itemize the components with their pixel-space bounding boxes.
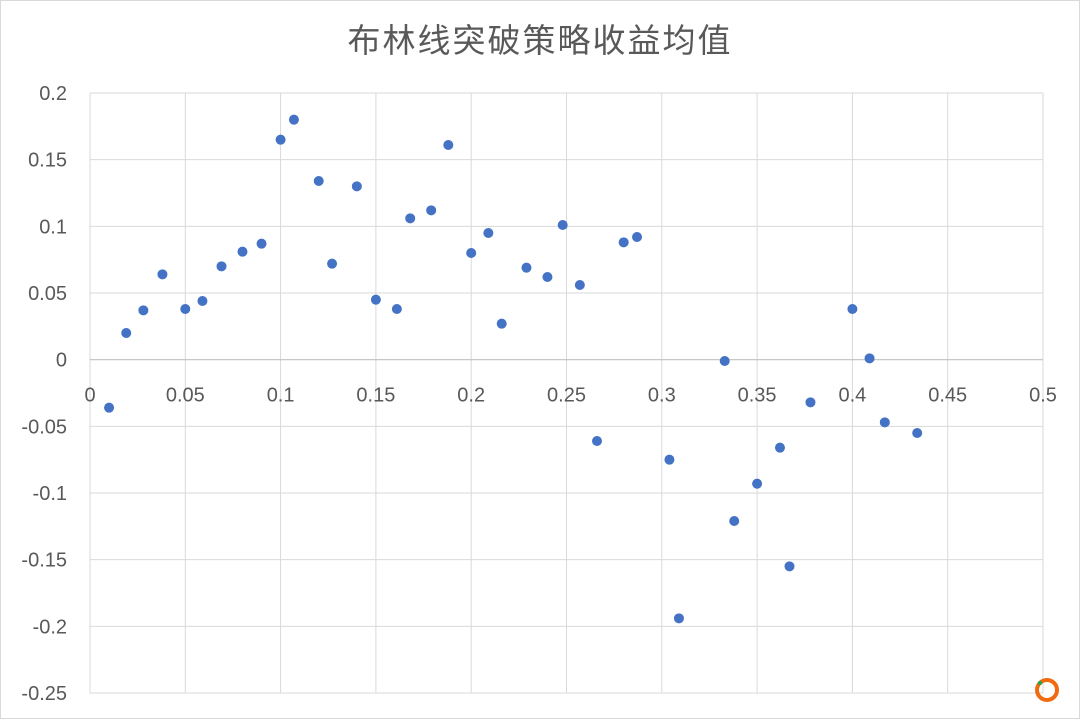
data-point bbox=[864, 353, 875, 364]
data-point bbox=[121, 328, 132, 338]
y-tick-label: 0.05 bbox=[28, 283, 67, 305]
x-tick-labels: 0 0.05 0.1 0.15 0.2 0.25 0.3 0.35 0.4 0.45 0.5 bbox=[84, 385, 1056, 407]
data-point bbox=[912, 428, 923, 438]
data-point bbox=[574, 280, 585, 290]
x-tick-label: 0.3 bbox=[648, 385, 676, 407]
data-point bbox=[483, 228, 494, 238]
x-tick-label: 0.15 bbox=[356, 385, 395, 407]
data-point bbox=[879, 417, 890, 428]
data-point bbox=[591, 436, 602, 446]
data-point bbox=[496, 318, 507, 329]
data-point bbox=[104, 402, 115, 413]
y-tick-label: 0 bbox=[56, 350, 67, 372]
data-point bbox=[216, 261, 227, 272]
data-point bbox=[313, 176, 324, 186]
y-tick-label: -0.2 bbox=[33, 616, 67, 638]
data-point bbox=[632, 232, 643, 242]
x-tick-label: 0.35 bbox=[738, 385, 777, 407]
data-point bbox=[557, 220, 568, 230]
x-tick-label: 0.5 bbox=[1029, 385, 1057, 407]
data-point bbox=[237, 246, 248, 257]
data-point bbox=[521, 262, 532, 273]
x-tick-label: 0.25 bbox=[547, 385, 586, 407]
data-point bbox=[426, 205, 437, 216]
data-point bbox=[327, 258, 338, 269]
data-point bbox=[664, 454, 675, 465]
y-tick-label: -0.1 bbox=[33, 483, 67, 505]
data-point bbox=[351, 181, 362, 192]
data-point bbox=[466, 248, 477, 258]
data-point bbox=[138, 305, 149, 316]
x-tick-label: 0.4 bbox=[838, 385, 866, 407]
y-tick-label: 0.15 bbox=[28, 150, 67, 172]
data-point bbox=[275, 134, 286, 145]
data-point bbox=[618, 237, 629, 248]
gridlines bbox=[89, 92, 1044, 694]
y-tick-labels: 0.2 0.15 0.1 0.05 0 -0.05 -0.1 -0.15 -0.2 -0.25 bbox=[21, 83, 67, 705]
data-point bbox=[405, 213, 416, 224]
data-point bbox=[180, 304, 191, 314]
data-points bbox=[104, 114, 923, 624]
watermark-logo-icon bbox=[1035, 678, 1059, 702]
x-tick-label: 0 bbox=[84, 385, 95, 407]
data-point bbox=[784, 561, 795, 572]
data-point bbox=[157, 269, 168, 280]
x-tick-label: 0.45 bbox=[928, 385, 967, 407]
data-point bbox=[774, 442, 785, 453]
y-tick-label: -0.05 bbox=[21, 416, 67, 438]
chart-title: 布林线突破策略收益均值 bbox=[347, 21, 733, 60]
y-tick-label: 0.1 bbox=[39, 216, 67, 238]
x-tick-label: 0.05 bbox=[166, 385, 205, 407]
data-point bbox=[719, 356, 730, 366]
y-tick-label: -0.15 bbox=[21, 550, 67, 572]
data-point bbox=[752, 478, 763, 489]
data-point bbox=[370, 294, 381, 305]
data-point bbox=[847, 304, 858, 314]
y-tick-label: 0.2 bbox=[39, 83, 67, 105]
data-point bbox=[805, 397, 816, 408]
y-tick-label: -0.25 bbox=[21, 683, 67, 705]
data-point bbox=[673, 613, 684, 624]
data-point bbox=[391, 304, 402, 314]
data-point bbox=[443, 140, 454, 150]
data-point bbox=[288, 114, 299, 125]
x-tick-label: 0.1 bbox=[267, 385, 295, 407]
x-tick-label: 0.2 bbox=[457, 385, 485, 407]
data-point bbox=[729, 516, 740, 526]
data-point bbox=[197, 296, 208, 306]
data-point bbox=[256, 238, 267, 249]
data-point bbox=[542, 272, 553, 282]
